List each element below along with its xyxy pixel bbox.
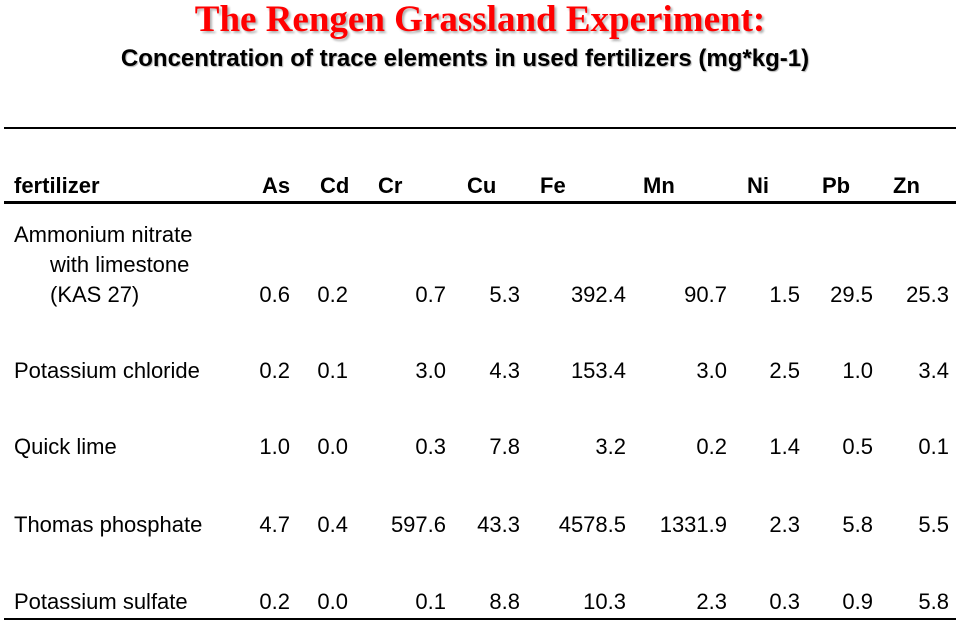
- table-cell: 7.8: [489, 434, 520, 459]
- table-cell: 0.2: [317, 282, 348, 307]
- table-cell: 3.2: [595, 434, 626, 459]
- column-header-mn: Mn: [643, 173, 675, 198]
- table-cell: 0.5: [842, 434, 873, 459]
- row-label: Ammonium nitrate: [14, 222, 193, 247]
- row-label: Quick lime: [14, 434, 117, 459]
- table-cell: 5.8: [918, 589, 949, 614]
- page-subtitle: Concentration of trace elements in used …: [120, 45, 810, 72]
- table-cell: 2.3: [769, 512, 800, 537]
- table-cell: 29.5: [830, 282, 873, 307]
- row-label: Thomas phosphate: [14, 512, 203, 537]
- column-header-ni: Ni: [747, 173, 769, 198]
- table-cell: 0.0: [317, 589, 348, 614]
- column-header-fertilizer: fertilizer: [14, 173, 100, 198]
- table-cell: 4.3: [489, 358, 520, 383]
- column-header-as: As: [262, 173, 291, 198]
- row-label: Potassium sulfate: [14, 589, 188, 614]
- table-header-rule: [4, 201, 956, 204]
- table-cell: 1.5: [769, 282, 800, 307]
- table-cell: 1.0: [842, 358, 873, 383]
- table-cell: 0.1: [317, 358, 348, 383]
- table-cell: 5.3: [489, 282, 520, 307]
- table-cell: 43.3: [477, 512, 520, 537]
- table-cell: 10.3: [583, 589, 626, 614]
- table-cell: 0.4: [317, 512, 348, 537]
- column-header-zn: Zn: [893, 173, 920, 198]
- table-cell: 1331.9: [659, 512, 727, 537]
- table-cell: 3.0: [415, 358, 446, 383]
- column-header-cr: Cr: [378, 173, 403, 198]
- table-cell: 2.5: [769, 358, 800, 383]
- table-cell: 0.1: [415, 589, 446, 614]
- table-cell: 0.7: [415, 282, 446, 307]
- table-cell: 3.0: [696, 358, 727, 383]
- table-cell: 1.0: [259, 434, 290, 459]
- table-cell: 5.5: [918, 512, 949, 537]
- table-cell: 0.0: [317, 434, 348, 459]
- column-header-pb: Pb: [822, 173, 851, 198]
- column-header-fe: Fe: [540, 173, 566, 198]
- table-cell: 392.4: [570, 282, 626, 307]
- row-label: with limestone: [50, 252, 190, 277]
- table-cell: 2.3: [696, 589, 727, 614]
- table-cell: 3.4: [918, 358, 949, 383]
- table-cell: 4.7: [259, 512, 290, 537]
- table-cell: 597.6: [390, 512, 446, 537]
- column-header-cu: Cu: [467, 173, 497, 198]
- table-cell: 153.4: [570, 358, 626, 383]
- table-cell: 0.2: [696, 434, 727, 459]
- page-title: The Rengen Grassland Experiment:: [194, 0, 766, 40]
- table-cell: 0.9: [842, 589, 873, 614]
- table-top-rule: [4, 127, 956, 129]
- table-cell: 1.4: [769, 434, 800, 459]
- table-cell: 4578.5: [558, 512, 626, 537]
- table-cell: 90.7: [684, 282, 727, 307]
- table-cell: 8.8: [489, 589, 520, 614]
- table-cell: 0.1: [918, 434, 949, 459]
- table-cell: 0.6: [259, 282, 290, 307]
- row-label: (KAS 27): [50, 282, 140, 307]
- table-bottom-rule: [4, 618, 956, 620]
- table-cell: 0.2: [259, 358, 290, 383]
- table-cell: 25.3: [906, 282, 949, 307]
- row-label: Potassium chloride: [14, 358, 200, 383]
- table-cell: 0.3: [415, 434, 446, 459]
- table-cell: 0.3: [769, 589, 800, 614]
- column-header-cd: Cd: [320, 173, 350, 198]
- table-cell: 5.8: [842, 512, 873, 537]
- table-cell: 0.2: [259, 589, 290, 614]
